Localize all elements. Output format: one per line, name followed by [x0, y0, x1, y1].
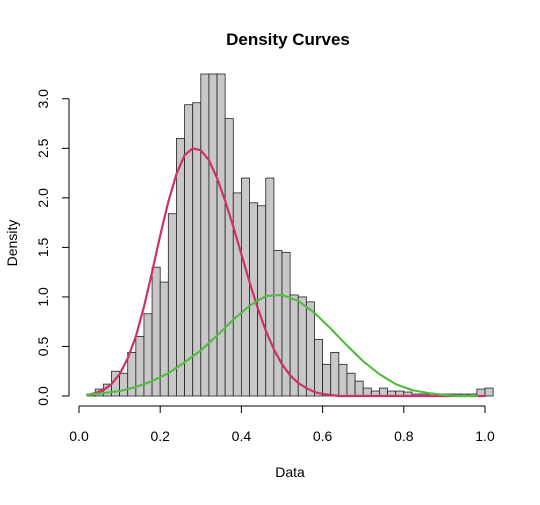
- y-axis: 0.0 0.5 1.0 1.5 2.0 2.5 3.0: [35, 89, 70, 406]
- x-tick-label: 1.0: [475, 428, 495, 444]
- y-tick-label: 1.0: [35, 287, 51, 307]
- y-tick-label: 2.5: [35, 138, 51, 158]
- histogram-bar: [159, 281, 169, 397]
- density-curve-red: [86, 147, 487, 398]
- histogram-bar: [322, 363, 332, 397]
- x-tick-label: 0.2: [150, 428, 170, 444]
- histogram-bar: [208, 73, 218, 397]
- y-axis-label: Density: [4, 220, 20, 267]
- x-tick-label: 0.8: [394, 428, 414, 444]
- x-axis-label: Data: [275, 464, 305, 480]
- y-tick-label: 2.0: [35, 188, 51, 208]
- histogram-bar: [216, 73, 226, 397]
- x-tick-label: 0.4: [232, 428, 252, 444]
- histogram-bar: [362, 387, 372, 397]
- histogram-bar: [484, 387, 494, 397]
- histogram-bar: [240, 177, 250, 397]
- histogram-bar: [305, 301, 315, 397]
- histogram-bar: [273, 249, 283, 397]
- histogram-bar: [338, 363, 348, 397]
- histogram-bar: [265, 177, 275, 397]
- y-tick-label: 3.0: [35, 89, 51, 109]
- y-tick-label: 0.5: [35, 337, 51, 357]
- y-tick-label: 1.5: [35, 237, 51, 257]
- histogram-bar: [176, 137, 185, 397]
- histogram-bar: [297, 296, 307, 397]
- x-tick-label: 0.0: [69, 428, 89, 444]
- density-curve-green: [86, 293, 478, 398]
- histogram-bar: [346, 372, 356, 397]
- histogram-bar: [119, 372, 129, 397]
- histogram-bar: [224, 118, 234, 397]
- histogram-bar: [354, 380, 364, 397]
- histogram-bar: [249, 202, 259, 397]
- x-axis: 0.0 0.2 0.4 0.6 0.8 1.0: [69, 405, 495, 444]
- histogram-bar: [232, 192, 242, 397]
- chart-title: Density Curves: [226, 30, 350, 49]
- histogram-bars: [86, 73, 494, 397]
- histogram-bar: [314, 339, 324, 397]
- histogram-bar: [330, 352, 340, 397]
- histogram-bar: [379, 387, 388, 397]
- x-tick-label: 0.6: [313, 428, 333, 444]
- density-lines: [86, 147, 487, 398]
- y-tick-label: 0.0: [35, 386, 51, 406]
